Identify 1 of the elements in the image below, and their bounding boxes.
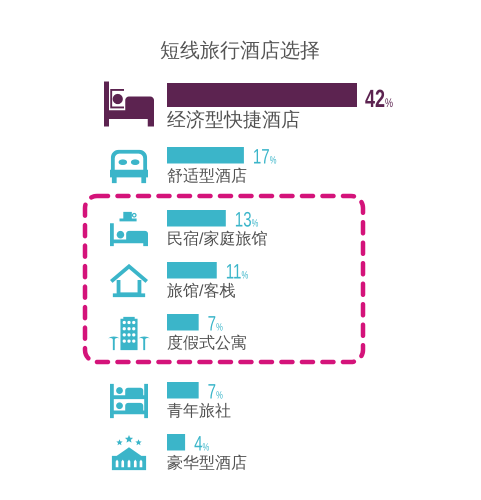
title: 短线旅行酒店选择 [160,40,320,62]
